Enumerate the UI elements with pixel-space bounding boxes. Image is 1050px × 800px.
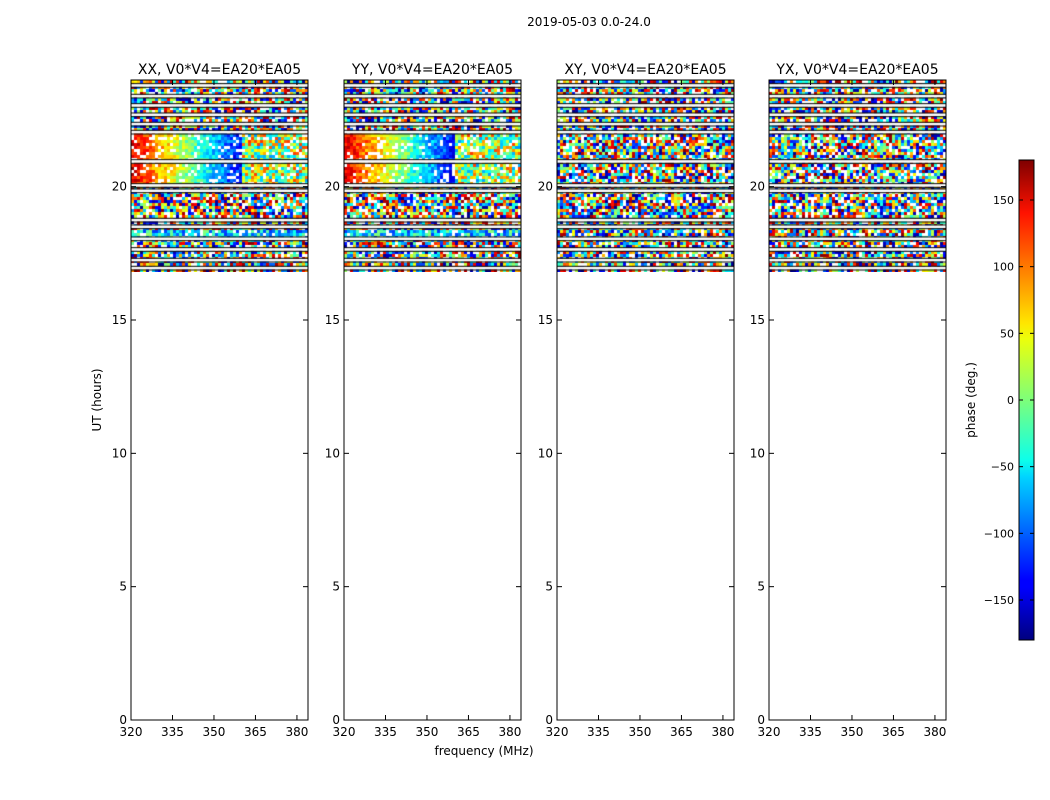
y-tick-label: 15 <box>325 313 340 327</box>
y-tick-label: 10 <box>750 446 765 460</box>
panel-title: XY, V0*V4=EA20*EA05 <box>564 62 726 78</box>
x-tick-label: 335 <box>374 725 397 739</box>
x-tick-label: 350 <box>841 725 864 739</box>
x-tick-label: 320 <box>333 725 356 739</box>
y-tick-label: 15 <box>538 313 553 327</box>
x-tick-label: 335 <box>587 725 610 739</box>
colorbar-tick-label: 50 <box>1000 327 1014 340</box>
y-tick-label: 5 <box>332 580 340 594</box>
y-tick-label: 20 <box>112 180 127 194</box>
y-tick-label: 0 <box>119 713 127 727</box>
y-tick-label: 20 <box>750 180 765 194</box>
axes-frame <box>343 79 522 721</box>
heatmap-image <box>344 80 521 272</box>
x-tick-label: 365 <box>244 725 267 739</box>
panel-title: YY, V0*V4=EA20*EA05 <box>351 62 513 78</box>
y-tick-label: 0 <box>757 713 765 727</box>
panels: XX, V0*V4=EA20*EA05 320 335 350 365 380 0 5 10 15… <box>112 62 947 739</box>
x-tick-label: 380 <box>285 725 308 739</box>
y-axis-label: UT (hours) <box>90 368 104 431</box>
colorbar-tick-label: 150 <box>993 194 1014 207</box>
y-tick-label: 5 <box>119 580 127 594</box>
y-tick-label: 15 <box>750 313 765 327</box>
y-tick-label: 20 <box>538 180 553 194</box>
x-tick-label: 380 <box>498 725 521 739</box>
y-tick-label: 10 <box>538 446 553 460</box>
colorbar-tick-label: −50 <box>991 461 1014 474</box>
colorbar: 150 100 50 0 −50 −100 −150 phase (deg.) <box>964 159 1035 641</box>
colorbar-tick-label: −100 <box>984 527 1014 540</box>
x-tick-label: 320 <box>120 725 143 739</box>
axes-frame <box>556 79 735 721</box>
x-axis-label: frequency (MHz) <box>434 744 533 758</box>
x-tick-label: 380 <box>711 725 734 739</box>
x-tick-label: 350 <box>629 725 652 739</box>
panel-yx: YX, V0*V4=EA20*EA05 320 335 350 365 380 0 5 10 15… <box>750 62 947 739</box>
x-tick-label: 365 <box>670 725 693 739</box>
colorbar-tick-label: 0 <box>1007 394 1014 407</box>
heatmap-image <box>557 80 734 272</box>
y-tick-label: 5 <box>757 580 765 594</box>
x-tick-label: 320 <box>758 725 781 739</box>
axes-frame <box>130 79 309 721</box>
x-tick-label: 335 <box>799 725 822 739</box>
x-tick-label: 380 <box>923 725 946 739</box>
panel-xy: XY, V0*V4=EA20*EA05 320 335 350 365 380 0 5 10 15… <box>538 62 735 739</box>
x-tick-label: 365 <box>457 725 480 739</box>
x-tick-label: 365 <box>882 725 905 739</box>
colorbar-tick-label: −150 <box>984 594 1014 607</box>
y-tick-label: 0 <box>332 713 340 727</box>
colorbar-tick-label: 100 <box>993 261 1014 274</box>
colorbar-ticks: 150 100 50 0 −50 −100 −150 <box>984 194 1034 607</box>
y-tick-label: 15 <box>112 313 127 327</box>
y-tick-label: 10 <box>112 446 127 460</box>
y-tick-label: 20 <box>325 180 340 194</box>
y-tick-label: 5 <box>545 580 553 594</box>
y-tick-label: 10 <box>325 446 340 460</box>
heatmap-image <box>769 80 946 272</box>
panel-title: YX, V0*V4=EA20*EA05 <box>775 62 938 78</box>
x-tick-label: 350 <box>203 725 226 739</box>
panel-yy: YY, V0*V4=EA20*EA05 320 335 350 365 380 0 5 10 15… <box>325 62 522 739</box>
axes-frame <box>768 79 947 721</box>
panel-xx: XX, V0*V4=EA20*EA05 320 335 350 365 380 0 5 10 15… <box>112 62 309 739</box>
figure-suptitle: 2019-05-03 0.0-24.0 <box>527 15 651 29</box>
x-tick-label: 335 <box>161 725 184 739</box>
panel-title: XX, V0*V4=EA20*EA05 <box>138 62 301 78</box>
x-tick-label: 320 <box>546 725 569 739</box>
colorbar-label: phase (deg.) <box>964 362 978 438</box>
x-tick-label: 350 <box>416 725 439 739</box>
y-tick-label: 0 <box>545 713 553 727</box>
heatmap-image <box>131 80 308 272</box>
